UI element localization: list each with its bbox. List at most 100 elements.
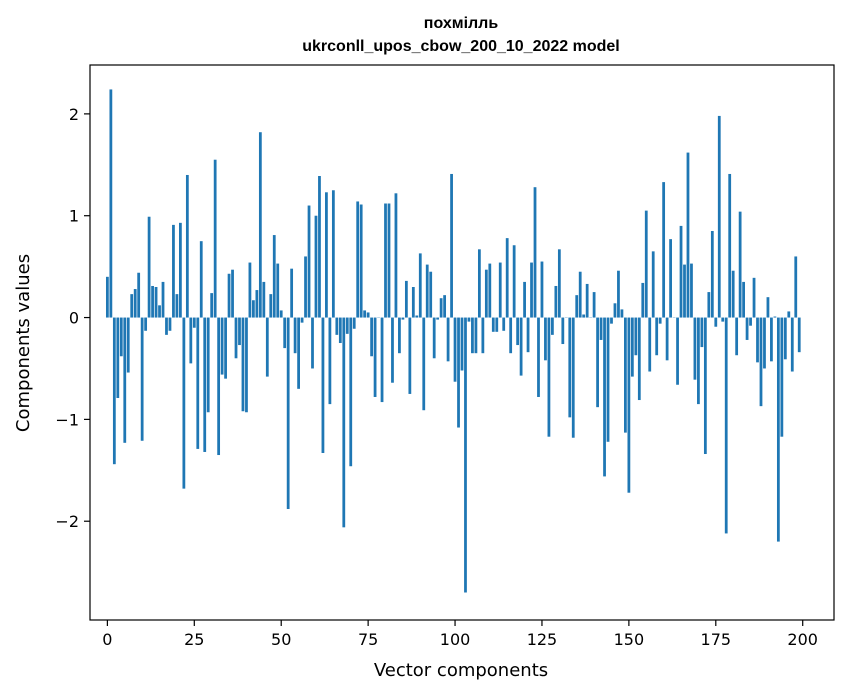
bar-157 xyxy=(651,251,655,318)
bar-178 xyxy=(724,317,728,534)
bar-106 xyxy=(474,317,478,354)
bar-143 xyxy=(603,317,606,477)
y-axis-ticks: −2 −1 0 1 2 xyxy=(55,105,90,531)
bar-188 xyxy=(759,317,763,407)
bar-82 xyxy=(391,317,394,383)
bar-117 xyxy=(512,245,516,318)
bar-162 xyxy=(669,239,672,318)
bar-98 xyxy=(446,317,450,362)
bar-194 xyxy=(780,317,784,437)
bar-18 xyxy=(168,317,172,331)
bar-73 xyxy=(359,204,363,318)
bar-64 xyxy=(328,317,332,405)
bar-101 xyxy=(457,317,460,428)
bar-125 xyxy=(540,261,544,318)
bar-72 xyxy=(356,201,360,318)
bar-46 xyxy=(265,317,269,377)
bar-124 xyxy=(537,317,540,397)
bar-185 xyxy=(749,317,752,326)
bar-41 xyxy=(248,262,252,318)
bar-99 xyxy=(450,173,453,318)
bar-153 xyxy=(637,317,641,401)
bar-66 xyxy=(335,317,339,335)
bar-195 xyxy=(783,317,787,360)
bar-25 xyxy=(192,317,196,328)
bar-180 xyxy=(731,270,735,318)
bar-168 xyxy=(690,263,693,318)
bar-131 xyxy=(561,317,565,345)
bar-81 xyxy=(387,203,391,318)
bar-29 xyxy=(206,317,210,413)
bar-128 xyxy=(551,317,554,335)
x-tick-label: 100 xyxy=(440,630,471,649)
bar-138 xyxy=(585,283,589,318)
bar-196 xyxy=(787,311,791,318)
bar-4 xyxy=(119,317,123,357)
bar-37 xyxy=(234,317,238,359)
bar-9 xyxy=(137,272,141,318)
bar-184 xyxy=(745,317,749,340)
x-tick-label: 0 xyxy=(102,630,112,649)
bar-24 xyxy=(189,317,193,364)
bar-79 xyxy=(380,317,384,403)
x-tick-label: 125 xyxy=(527,630,558,649)
bar-137 xyxy=(582,314,586,318)
bar-93 xyxy=(429,271,433,318)
bar-85 xyxy=(401,317,405,320)
bar-14 xyxy=(154,287,158,318)
bar-65 xyxy=(331,190,335,318)
bar-142 xyxy=(599,317,603,340)
bar-160 xyxy=(662,182,666,318)
bar-59 xyxy=(311,317,314,369)
bar-32 xyxy=(217,317,221,456)
bar-3 xyxy=(116,317,120,398)
bar-186 xyxy=(752,277,756,318)
bar-30 xyxy=(210,293,214,318)
bar-161 xyxy=(665,317,669,361)
bar-55 xyxy=(297,317,300,389)
bar-23 xyxy=(185,174,189,318)
bar-16 xyxy=(161,281,165,318)
bar-84 xyxy=(398,317,401,354)
bar-47 xyxy=(269,294,273,318)
bar-33 xyxy=(220,317,224,375)
bar-135 xyxy=(575,295,579,318)
bar-50 xyxy=(279,310,283,318)
bar-2 xyxy=(112,317,116,465)
bar-197 xyxy=(790,317,794,372)
bar-181 xyxy=(735,317,739,356)
x-axis-ticks: 0 25 50 75 100 125 150 175 200 xyxy=(102,620,818,649)
bar-174 xyxy=(710,230,714,318)
bar-13 xyxy=(151,285,154,318)
bar-35 xyxy=(227,273,231,318)
bar-28 xyxy=(203,317,207,452)
bar-150 xyxy=(627,317,631,493)
bar-147 xyxy=(617,270,620,318)
bar-141 xyxy=(596,317,599,408)
bar-51 xyxy=(283,317,287,349)
bar-77 xyxy=(373,317,377,397)
x-tick-label: 50 xyxy=(271,630,291,649)
bar-120 xyxy=(523,281,526,318)
bar-121 xyxy=(526,317,530,353)
x-axis-label: Vector components xyxy=(374,660,548,681)
bar-159 xyxy=(658,317,662,324)
bar-199 xyxy=(797,317,801,353)
bar-173 xyxy=(707,292,711,318)
bar-158 xyxy=(655,317,659,356)
bar-191 xyxy=(770,317,773,362)
bar-110 xyxy=(488,263,492,318)
bar-39 xyxy=(241,317,245,412)
bar-165 xyxy=(679,225,683,318)
bar-192 xyxy=(773,316,777,318)
bar-177 xyxy=(721,317,725,322)
bar-62 xyxy=(321,317,325,453)
bar-145 xyxy=(610,317,613,324)
bar-144 xyxy=(606,317,610,442)
bar-69 xyxy=(345,317,349,334)
bar-122 xyxy=(530,262,533,318)
bar-43 xyxy=(255,290,259,318)
bar-95 xyxy=(436,317,440,320)
bar-149 xyxy=(624,317,627,433)
